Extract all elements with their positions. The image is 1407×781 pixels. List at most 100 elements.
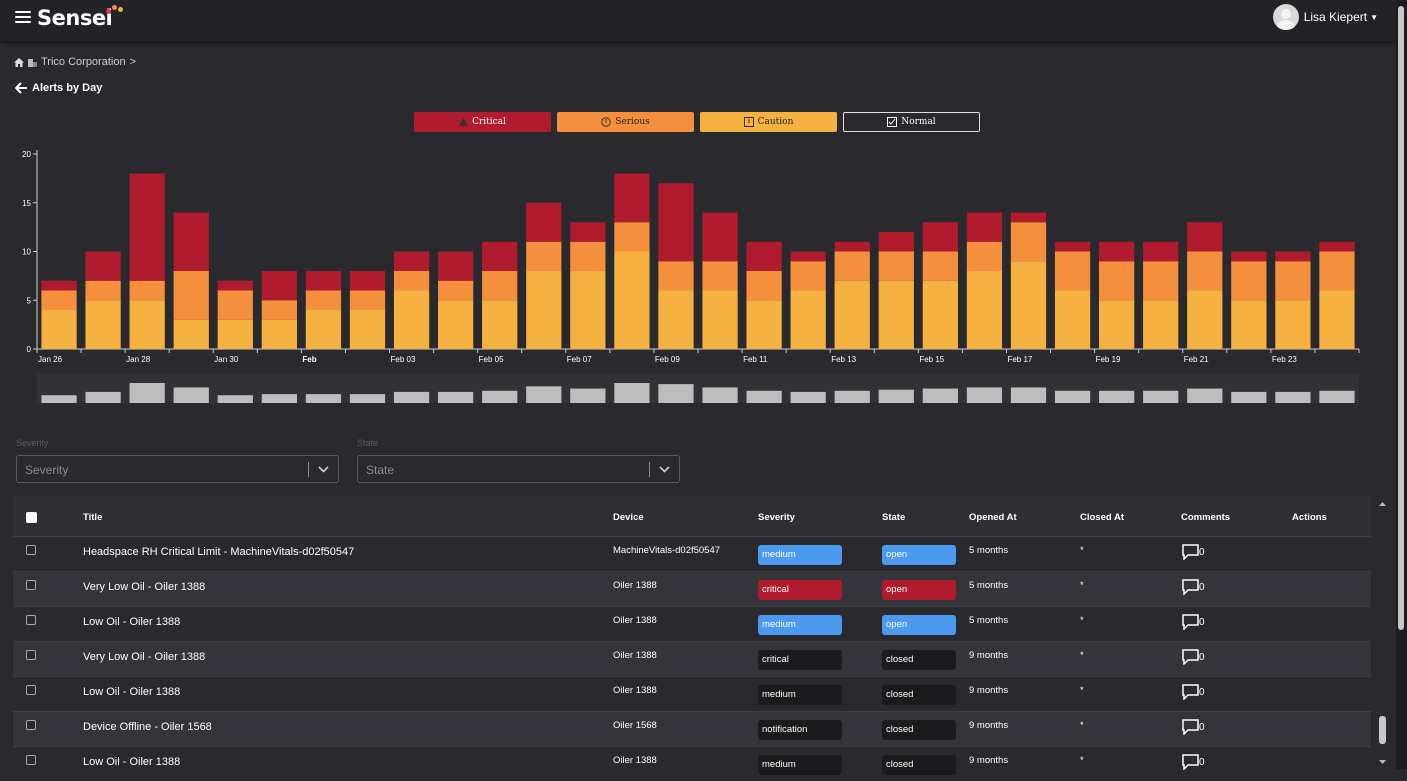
bar-serious[interactable]: [790, 261, 826, 291]
bar-caution[interactable]: [393, 290, 430, 350]
severity-filter-select[interactable]: Severity: [16, 455, 339, 483]
alerts-bar-chart[interactable]: 0 5 10 15 20 Jan 26 Jan 28 Jan 30 Feb Feb 03 Feb 0…: [0, 140, 1370, 410]
chevron-down-icon[interactable]: [318, 461, 329, 477]
bar-serious[interactable]: [41, 290, 77, 311]
column-device[interactable]: Device: [613, 512, 644, 523]
back-link[interactable]: Alerts by Day: [15, 82, 102, 94]
bar-critical[interactable]: [1143, 241, 1179, 262]
legend-normal-button[interactable]: Normal: [843, 112, 980, 132]
bar-caution[interactable]: [922, 280, 958, 349]
column-comments[interactable]: Comments: [1181, 512, 1231, 523]
alert-title[interactable]: Very Low Oil - Oiler 1388: [83, 581, 206, 593]
column-severity[interactable]: Severity: [758, 512, 795, 523]
bar-caution[interactable]: [217, 319, 253, 349]
bar-critical[interactable]: [1054, 241, 1091, 252]
column-title[interactable]: Title: [83, 512, 103, 523]
bar-caution[interactable]: [438, 300, 474, 349]
bar-critical[interactable]: [1099, 241, 1135, 262]
bar-caution[interactable]: [702, 290, 738, 350]
legend-serious-button[interactable]: Serious: [557, 112, 694, 132]
select-all-checkbox[interactable]: [26, 512, 37, 523]
bar-serious[interactable]: [438, 280, 474, 301]
bar-critical[interactable]: [438, 251, 474, 281]
table-row[interactable]: Device Offline - Oiler 1568 Oiler 1568 not…: [13, 711, 1371, 746]
bar-caution[interactable]: [85, 300, 121, 349]
row-checkbox[interactable]: [26, 580, 36, 590]
table-row[interactable]: Very Low Oil - Oiler 1388 Oiler 1388 criti…: [13, 571, 1371, 606]
bar-serious[interactable]: [1187, 251, 1223, 291]
bar-critical[interactable]: [261, 271, 297, 301]
state-filter-select[interactable]: State: [357, 455, 680, 483]
bar-critical[interactable]: [790, 251, 826, 262]
bar-critical[interactable]: [1275, 251, 1311, 262]
alert-title[interactable]: Low Oil - Oiler 1388: [83, 616, 181, 628]
bar-critical[interactable]: [834, 241, 870, 252]
bar-serious[interactable]: [1010, 222, 1047, 262]
bar-serious[interactable]: [1054, 251, 1091, 291]
alert-title[interactable]: Device Offline - Oiler 1568: [83, 721, 212, 733]
column-state[interactable]: State: [882, 512, 906, 523]
bar-critical[interactable]: [393, 251, 430, 272]
bar-critical[interactable]: [922, 222, 958, 252]
bar-caution[interactable]: [1231, 300, 1267, 349]
bar-serious[interactable]: [1143, 261, 1179, 301]
bar-critical[interactable]: [1231, 251, 1267, 262]
bar-caution[interactable]: [1187, 290, 1223, 350]
comments-button[interactable]: 0: [1182, 684, 1205, 700]
bar-caution[interactable]: [1319, 290, 1355, 350]
alert-title[interactable]: Low Oil - Oiler 1388: [83, 756, 181, 768]
bar-serious[interactable]: [614, 222, 650, 252]
bar-caution[interactable]: [1010, 261, 1047, 349]
bar-caution[interactable]: [1143, 300, 1179, 349]
comments-button[interactable]: 0: [1182, 649, 1205, 665]
bar-serious[interactable]: [834, 251, 870, 281]
alert-title[interactable]: Headspace RH Critical Limit - MachineVit…: [83, 546, 355, 558]
bar-serious[interactable]: [878, 251, 914, 281]
scroll-up-icon[interactable]: [1378, 500, 1387, 508]
bar-caution[interactable]: [129, 300, 165, 349]
scroll-down-icon[interactable]: [1378, 758, 1387, 766]
bar-caution[interactable]: [746, 300, 782, 349]
bar-serious[interactable]: [393, 271, 430, 291]
bar-caution[interactable]: [482, 300, 518, 349]
column-opened-at[interactable]: Opened At: [969, 512, 1017, 523]
bar-serious[interactable]: [746, 271, 782, 301]
bar-serious[interactable]: [349, 290, 386, 311]
bar-critical[interactable]: [746, 241, 782, 271]
bar-caution[interactable]: [570, 271, 606, 349]
bar-caution[interactable]: [1054, 290, 1091, 350]
bar-caution[interactable]: [305, 310, 342, 349]
navigator-background[interactable]: [37, 373, 1359, 403]
bar-critical[interactable]: [482, 241, 518, 271]
bar-critical[interactable]: [85, 251, 121, 281]
bar-serious[interactable]: [1099, 261, 1135, 301]
bar-caution[interactable]: [173, 319, 209, 349]
comments-button[interactable]: 0: [1182, 719, 1205, 735]
bar-serious[interactable]: [922, 251, 958, 281]
bar-serious[interactable]: [658, 261, 694, 291]
bar-caution[interactable]: [261, 319, 297, 349]
bar-serious[interactable]: [482, 271, 518, 301]
bar-serious[interactable]: [702, 261, 738, 291]
bar-caution[interactable]: [1275, 300, 1311, 349]
bar-caution[interactable]: [966, 271, 1003, 349]
table-row[interactable]: Headspace RH Critical Limit - MachineVit…: [13, 536, 1371, 571]
bar-critical[interactable]: [878, 232, 914, 252]
page-scrollbar[interactable]: [1396, 0, 1407, 769]
bar-serious[interactable]: [217, 290, 253, 320]
bar-caution[interactable]: [1099, 300, 1135, 349]
bar-critical[interactable]: [129, 173, 165, 281]
bar-caution[interactable]: [41, 310, 77, 349]
comments-button[interactable]: 0: [1182, 544, 1205, 560]
alert-title[interactable]: Low Oil - Oiler 1388: [83, 686, 181, 698]
menu-icon[interactable]: [15, 11, 31, 23]
bar-serious[interactable]: [261, 300, 297, 320]
bar-caution[interactable]: [658, 290, 694, 350]
bar-critical[interactable]: [966, 212, 1003, 242]
bar-serious[interactable]: [570, 241, 606, 271]
bar-critical[interactable]: [349, 271, 386, 291]
app-logo[interactable]: Sensei: [37, 6, 113, 30]
bar-serious[interactable]: [85, 280, 121, 301]
bar-critical[interactable]: [173, 212, 209, 272]
breadcrumb-org[interactable]: Trico Corporation: [41, 56, 126, 68]
